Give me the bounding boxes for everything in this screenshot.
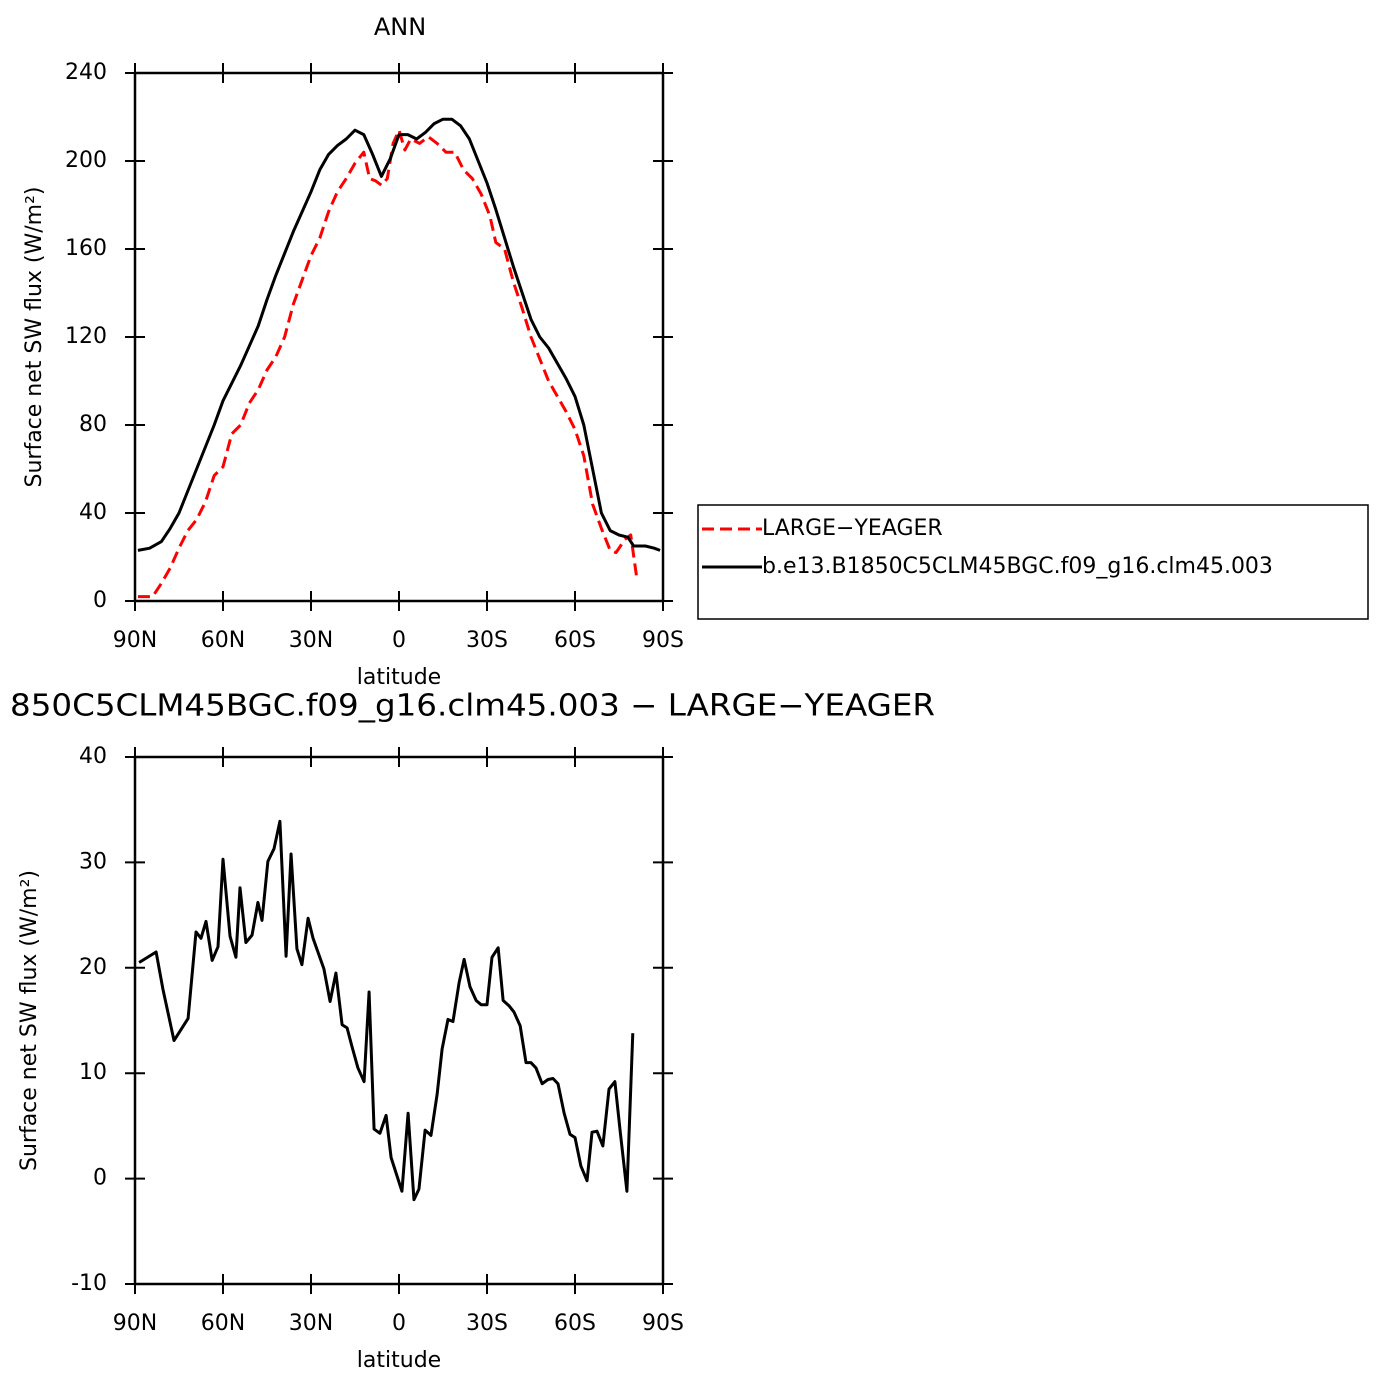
y-tick-label: 0 (93, 1166, 107, 1191)
x-axis-label: latitude (357, 665, 441, 690)
x-tick-label: 60S (554, 1311, 596, 1336)
x-tick-label: 60N (201, 628, 245, 653)
x-tick-label: 60N (201, 1311, 245, 1336)
y-tick-label: 240 (65, 60, 107, 85)
series-line (138, 819, 635, 1202)
y-axis-label: Surface net SW flux (W/m²) (17, 870, 42, 1171)
legend-label: LARGE−YEAGER (762, 516, 943, 541)
x-tick-label: 0 (392, 1311, 406, 1336)
x-tick-label: 30S (466, 1311, 508, 1336)
legend-box (697, 504, 1369, 620)
y-tick-label: 40 (79, 744, 107, 769)
y-tick-label: 120 (65, 324, 107, 349)
y-tick-label: 40 (79, 500, 107, 525)
chart-title: 850C5CLM45BGC.f09_g16.clm45.003 − LARGE−… (10, 689, 935, 724)
series-line (137, 117, 661, 552)
y-tick-label: 10 (79, 1060, 107, 1085)
x-tick-label: 90N (113, 628, 157, 653)
y-tick-label: 160 (65, 236, 107, 261)
plot-frame (133, 755, 665, 1286)
y-tick-label: 20 (79, 955, 107, 980)
y-tick-label: -10 (71, 1271, 107, 1296)
x-tick-label: 30N (289, 1311, 333, 1336)
y-tick-label: 30 (79, 849, 107, 874)
x-tick-label: 90N (113, 1311, 157, 1336)
x-axis-label: latitude (357, 1348, 441, 1373)
x-tick-label: 0 (392, 628, 406, 653)
x-tick-label: 30S (466, 628, 508, 653)
y-tick-label: 0 (93, 588, 107, 613)
x-tick-label: 60S (554, 628, 596, 653)
x-tick-label: 90S (642, 1311, 684, 1336)
x-tick-label: 90S (642, 628, 684, 653)
legend-label: b.e13.B1850C5CLM45BGC.f09_g16.clm45.003 (762, 554, 1273, 579)
y-axis-label: Surface net SW flux (W/m²) (22, 186, 47, 487)
chart-title: ANN (374, 13, 426, 41)
plot-frame (133, 71, 665, 603)
y-tick-label: 200 (65, 148, 107, 173)
x-tick-label: 30N (289, 628, 333, 653)
series-line (137, 128, 639, 599)
y-tick-label: 80 (79, 412, 107, 437)
